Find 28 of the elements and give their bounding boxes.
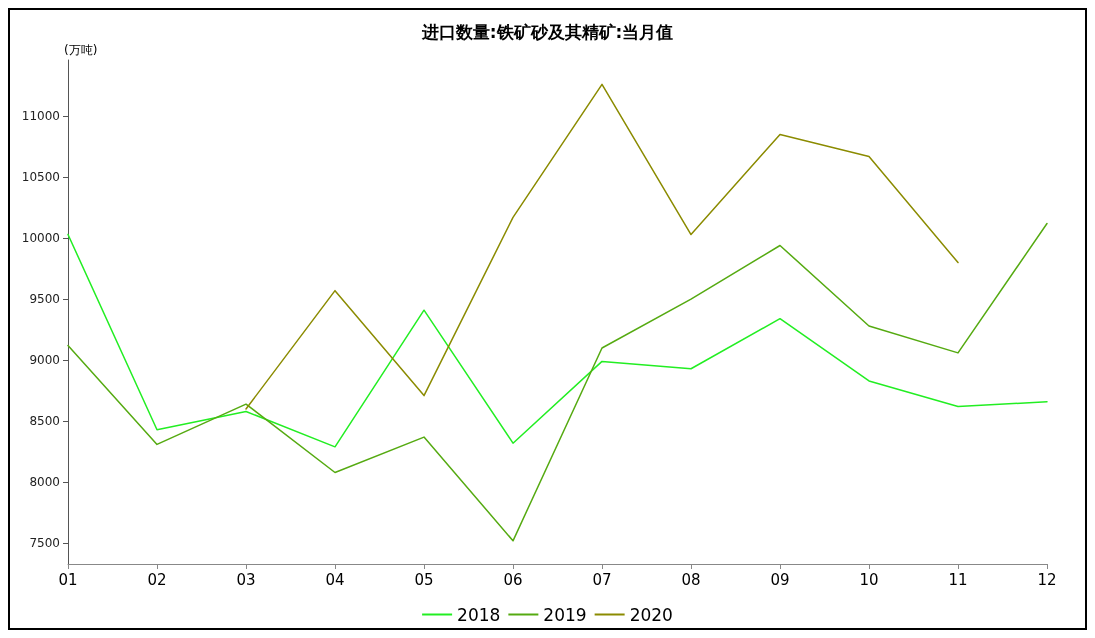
y-tick-label: 9000 [29,353,60,368]
y-tick-label: 8500 [29,414,60,429]
x-tick-label: 10 [859,570,879,589]
y-tick-label: 8000 [29,475,60,490]
x-tick-label: 06 [503,570,523,589]
legend-label: 2020 [629,604,673,625]
x-tick-label: 05 [414,570,434,589]
x-tick-label: 02 [147,570,167,589]
legend-label: 2019 [543,604,587,625]
legend-label: 2018 [457,604,501,625]
x-tick-label: 01 [58,570,78,589]
y-tick-label: 7500 [29,536,60,551]
x-tick-label: 12 [1037,570,1057,589]
chart-title: 进口数量:铁矿砂及其精矿:当月值 [420,21,674,42]
line-series [67,233,1048,448]
y-tick-label: 9500 [29,292,60,307]
x-tick-label: 08 [681,570,701,589]
y-tick-label: 10500 [21,170,60,185]
x-tick-label: 11 [948,570,968,589]
y-tick-label: 10000 [21,231,60,246]
x-tick-label: 04 [325,570,345,589]
x-tick-label: 09 [770,570,790,589]
line-series [245,83,959,410]
y-tick-label: 11000 [21,109,60,124]
x-tick-label: 07 [592,570,612,589]
line-series [67,222,1048,542]
x-tick-label: 03 [236,570,256,589]
y-axis-title: (万吨) [64,43,98,57]
